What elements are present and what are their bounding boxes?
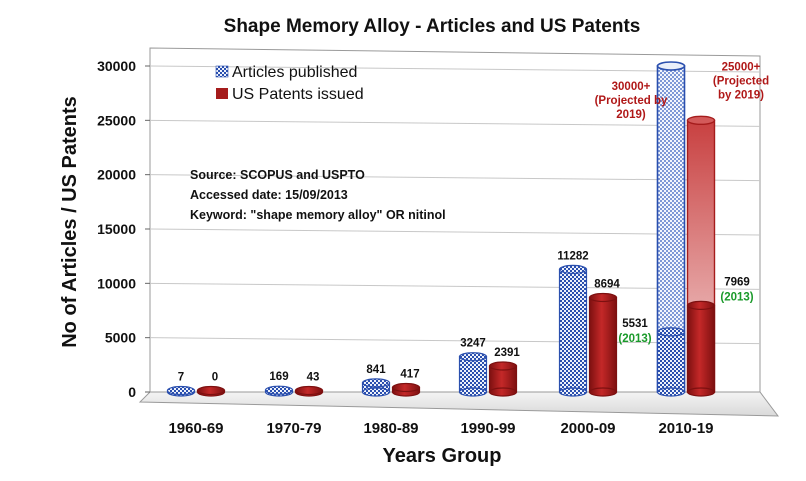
bar-articles-cap bbox=[166, 385, 196, 396]
data-label-articles: 11282 bbox=[557, 250, 588, 262]
bar-articles-base bbox=[558, 387, 588, 397]
bars: 7 0 169 43 841 417 3247 2391 11282 8694 30000+ (Pro… bbox=[166, 61, 769, 397]
bar-articles bbox=[558, 268, 588, 393]
note-2013-patents: (2013) bbox=[720, 291, 753, 303]
bar-patents-base bbox=[488, 387, 518, 397]
bar-articles-cap bbox=[656, 327, 686, 337]
bar-patents-cap bbox=[294, 385, 324, 396]
x-tick-label: 1990-99 bbox=[460, 420, 515, 437]
bar-patents bbox=[588, 296, 618, 393]
bar-patents-base bbox=[588, 387, 618, 397]
x-tick-label: 1970-79 bbox=[266, 420, 321, 437]
bar-articles-cap bbox=[558, 264, 588, 275]
x-tick-label: 2000-09 bbox=[560, 420, 615, 437]
legend-label-articles: Articles published bbox=[232, 64, 357, 81]
projected-label-articles: 30000+ bbox=[612, 81, 651, 93]
data-label-articles: 3247 bbox=[460, 338, 486, 350]
y-axis-ticks: 0 5000 10000 15000 20000 25000 30000 bbox=[97, 58, 150, 400]
data-label-patents: 2391 bbox=[494, 347, 520, 359]
legend: Articles published US Patents issued bbox=[215, 64, 364, 103]
data-label-patents: 417 bbox=[400, 368, 419, 380]
chart-title: Shape Memory Alloy - Articles and US Pat… bbox=[224, 16, 641, 37]
bar-articles-cap bbox=[458, 352, 488, 362]
bar-patents-cap bbox=[588, 292, 618, 303]
projected-note-articles-line2: 2019) bbox=[616, 109, 646, 121]
x-axis-ticks: 1960-69 1970-79 1980-89 1990-99 2000-09 2010-… bbox=[168, 420, 713, 437]
bar-patents-cap bbox=[391, 382, 421, 393]
bar-patents-cap bbox=[488, 361, 518, 371]
bar-articles-base bbox=[656, 387, 686, 397]
projected-label-patents: 25000+ bbox=[722, 61, 761, 73]
source-note: Source: SCOPUS and USPTO Accessed date: … bbox=[190, 168, 446, 222]
y-tick-label: 30000 bbox=[97, 58, 136, 74]
bar-patents-base bbox=[686, 387, 716, 397]
x-tick-label: 2010-19 bbox=[658, 420, 713, 437]
legend-swatch-patents bbox=[216, 88, 228, 99]
source-line-2: Accessed date: 15/09/2013 bbox=[190, 188, 348, 202]
projected-note-articles-line1: (Projected by bbox=[595, 95, 668, 107]
note-2013-articles: (2013) bbox=[618, 333, 651, 345]
bar-articles bbox=[656, 331, 686, 393]
y-tick-label: 25000 bbox=[97, 112, 136, 128]
bar-articles-base bbox=[361, 387, 391, 397]
x-axis-title: Years Group bbox=[383, 445, 502, 467]
y-tick-label: 5000 bbox=[105, 330, 136, 346]
y-axis-title: No of Articles / US Patents bbox=[59, 96, 81, 348]
bar-patents-cap bbox=[196, 385, 226, 396]
source-line-3: Keyword: "shape memory alloy" OR nitinol bbox=[190, 208, 446, 222]
y-tick-label: 0 bbox=[128, 384, 136, 400]
bar-patents bbox=[686, 304, 716, 393]
y-tick-label: 10000 bbox=[97, 275, 136, 291]
bar-articles-cap bbox=[361, 378, 391, 388]
bar-patents-cap bbox=[686, 300, 716, 311]
source-line-1: Source: SCOPUS and USPTO bbox=[190, 168, 365, 182]
projected-note-patents-line1: (Projected bbox=[713, 75, 769, 87]
data-label-patents: 7969 bbox=[724, 276, 750, 288]
y-tick-label: 15000 bbox=[97, 221, 136, 237]
x-tick-label: 1960-69 bbox=[168, 420, 223, 437]
projected-bar-patents-cap bbox=[686, 115, 716, 126]
legend-label-patents: US Patents issued bbox=[232, 86, 364, 103]
y-tick-label: 20000 bbox=[97, 167, 136, 183]
data-label-articles: 841 bbox=[366, 364, 386, 376]
legend-swatch-articles bbox=[215, 65, 229, 78]
bar-articles bbox=[458, 356, 488, 393]
data-label-articles: 5531 bbox=[622, 318, 648, 330]
data-label-patents: 0 bbox=[212, 372, 218, 384]
data-label-articles: 7 bbox=[178, 372, 184, 384]
data-label-patents: 8694 bbox=[594, 279, 620, 291]
bar-articles-cap bbox=[264, 385, 294, 395]
plot-floor bbox=[138, 391, 780, 417]
x-tick-label: 1980-89 bbox=[363, 420, 418, 437]
projected-bar-articles-cap bbox=[656, 61, 686, 71]
bar-articles-base bbox=[458, 387, 488, 397]
data-label-articles: 169 bbox=[269, 371, 288, 383]
data-label-patents: 43 bbox=[307, 372, 320, 384]
projected-note-patents-line2: by 2019) bbox=[718, 89, 764, 101]
